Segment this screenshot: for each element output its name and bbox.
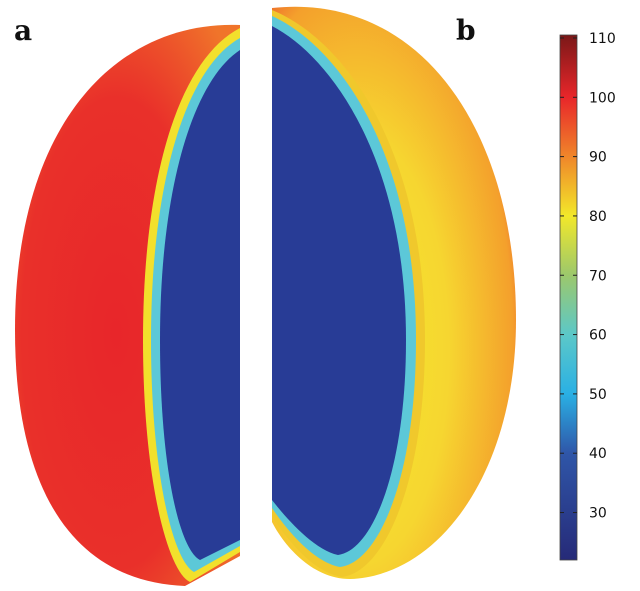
colorbar-tick-label: 100 bbox=[589, 90, 616, 106]
colorbar-tick-label: 50 bbox=[589, 387, 607, 403]
panel-label-a: a bbox=[14, 14, 33, 47]
cut-face-a bbox=[160, 50, 240, 560]
colorbar-tick-label: 80 bbox=[589, 209, 607, 225]
colorbar-tick-label: 30 bbox=[589, 506, 607, 522]
colorbar-tick-label: 60 bbox=[589, 328, 607, 344]
colorbar: 30 40 50 60 70 80 90 100 110 bbox=[559, 31, 616, 561]
colorbar-tick-label: 90 bbox=[589, 150, 607, 166]
cut-face-b bbox=[272, 26, 406, 555]
colorbar-gradient bbox=[559, 34, 578, 561]
hemisphere-a bbox=[15, 24, 240, 587]
colorbar-tick-label: 110 bbox=[589, 31, 616, 47]
colorbar-tick-label: 40 bbox=[589, 446, 607, 462]
colorbar-tick-label: 70 bbox=[589, 268, 607, 284]
hemisphere-b bbox=[272, 6, 516, 579]
panel-label-b: b bbox=[456, 14, 476, 47]
